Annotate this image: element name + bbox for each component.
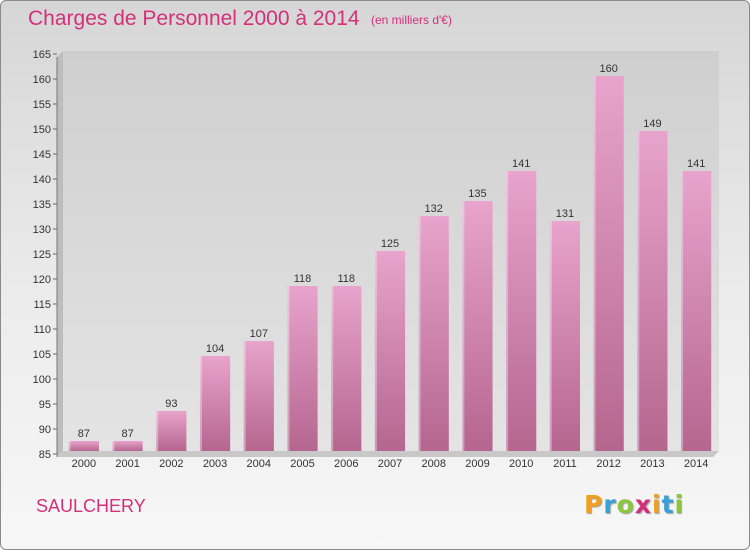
y-tick-label: 85	[39, 449, 51, 461]
bar	[374, 251, 406, 451]
x-tick-label: 2011	[553, 458, 577, 470]
data-label: 104	[206, 343, 224, 355]
logo-letter: o	[616, 490, 635, 519]
x-tick-label: 2001	[115, 458, 139, 470]
data-label: 87	[121, 428, 133, 440]
town-name: SAULCHERY	[36, 496, 146, 516]
chart-subtitle: (en milliers d'€)	[371, 13, 452, 27]
plot-floor	[57, 451, 719, 457]
y-tick-label: 90	[39, 424, 51, 436]
y-tick-label: 160	[33, 74, 51, 86]
x-tick-label: 2005	[290, 458, 314, 470]
logo-letter: x	[634, 490, 652, 519]
bar	[593, 76, 624, 451]
bar-highlight	[462, 201, 465, 451]
data-label: 141	[512, 158, 530, 170]
bar-highlight	[549, 221, 552, 451]
x-tick-label: 2007	[378, 458, 402, 470]
y-tick-label: 115	[33, 299, 51, 311]
bar	[199, 356, 231, 451]
logo-letter: i	[674, 490, 685, 519]
x-tick-label: 2000	[72, 458, 96, 470]
bar-highlight	[112, 441, 115, 451]
bar-highlight	[243, 341, 246, 451]
bar-highlight	[156, 411, 159, 451]
data-label: 87	[78, 428, 90, 440]
y-tick-label: 145	[33, 149, 51, 161]
bar	[156, 411, 187, 451]
y-tick-label: 125	[33, 249, 51, 261]
bar	[331, 286, 362, 451]
data-label: 93	[165, 398, 177, 410]
bar-highlight	[506, 171, 509, 451]
x-tick-label: 2009	[465, 458, 489, 470]
x-tick-label: 2004	[247, 458, 271, 470]
bar	[681, 171, 712, 451]
data-label: 131	[556, 208, 574, 220]
bar-highlight	[199, 356, 202, 451]
proxiti-logo: Proxiti	[584, 490, 684, 519]
bar-highlight	[637, 131, 640, 451]
logo-letter: P	[584, 490, 604, 519]
y-tick-label: 110	[33, 324, 51, 336]
x-tick-label: 2008	[421, 458, 445, 470]
data-label: 125	[381, 238, 399, 250]
y-tick-label: 120	[33, 274, 51, 286]
bar	[549, 221, 581, 451]
data-label: 132	[425, 203, 443, 215]
bar-highlight	[68, 441, 71, 451]
y-tick-label: 105	[33, 349, 51, 361]
x-tick-label: 2002	[159, 458, 183, 470]
x-tick-label: 2003	[203, 458, 227, 470]
y-tick-label: 165	[33, 49, 51, 61]
data-label: 118	[294, 273, 312, 285]
logo-letter: t	[661, 490, 675, 519]
y-tick-label: 95	[39, 399, 51, 411]
x-tick-label: 2013	[640, 458, 664, 470]
bar	[506, 171, 537, 451]
data-label: 149	[643, 118, 661, 130]
bar-highlight	[681, 171, 684, 451]
logo-letter: i	[652, 490, 662, 519]
bar-highlight	[374, 251, 377, 451]
bar-highlight	[418, 216, 421, 451]
bar	[418, 216, 449, 451]
bar	[68, 441, 99, 451]
data-labels: 87 2000 87 2001 93 2002 104 2003 107 2004 118 2005 1…	[72, 63, 709, 470]
bar	[287, 286, 318, 451]
data-label: 141	[687, 158, 705, 170]
data-label: 118	[337, 273, 355, 285]
logo-letter: r	[603, 490, 617, 519]
chart-title: Charges de Personnel 2000 à 2014	[28, 7, 360, 30]
bar	[637, 131, 668, 451]
bar-highlight	[287, 286, 290, 451]
x-tick-label: 2012	[596, 458, 620, 470]
y-tick-label: 100	[33, 374, 51, 386]
bars	[68, 76, 712, 451]
bar-highlight	[331, 286, 334, 451]
bar	[112, 441, 143, 451]
y-tick-label: 150	[33, 124, 51, 136]
y-tick-label: 155	[33, 99, 51, 111]
bar	[462, 201, 493, 451]
x-tick-label: 2014	[684, 458, 708, 470]
bar	[243, 341, 274, 451]
plot-side	[57, 51, 63, 457]
y-tick-label: 130	[33, 224, 51, 236]
y-tick-label: 140	[33, 174, 51, 186]
x-tick-label: 2006	[334, 458, 358, 470]
data-label: 160	[599, 63, 617, 75]
bar-highlight	[593, 76, 596, 451]
data-label: 107	[250, 328, 268, 340]
x-tick-label: 2010	[509, 458, 533, 470]
data-label: 135	[468, 188, 486, 200]
y-tick-label: 135	[33, 199, 51, 211]
